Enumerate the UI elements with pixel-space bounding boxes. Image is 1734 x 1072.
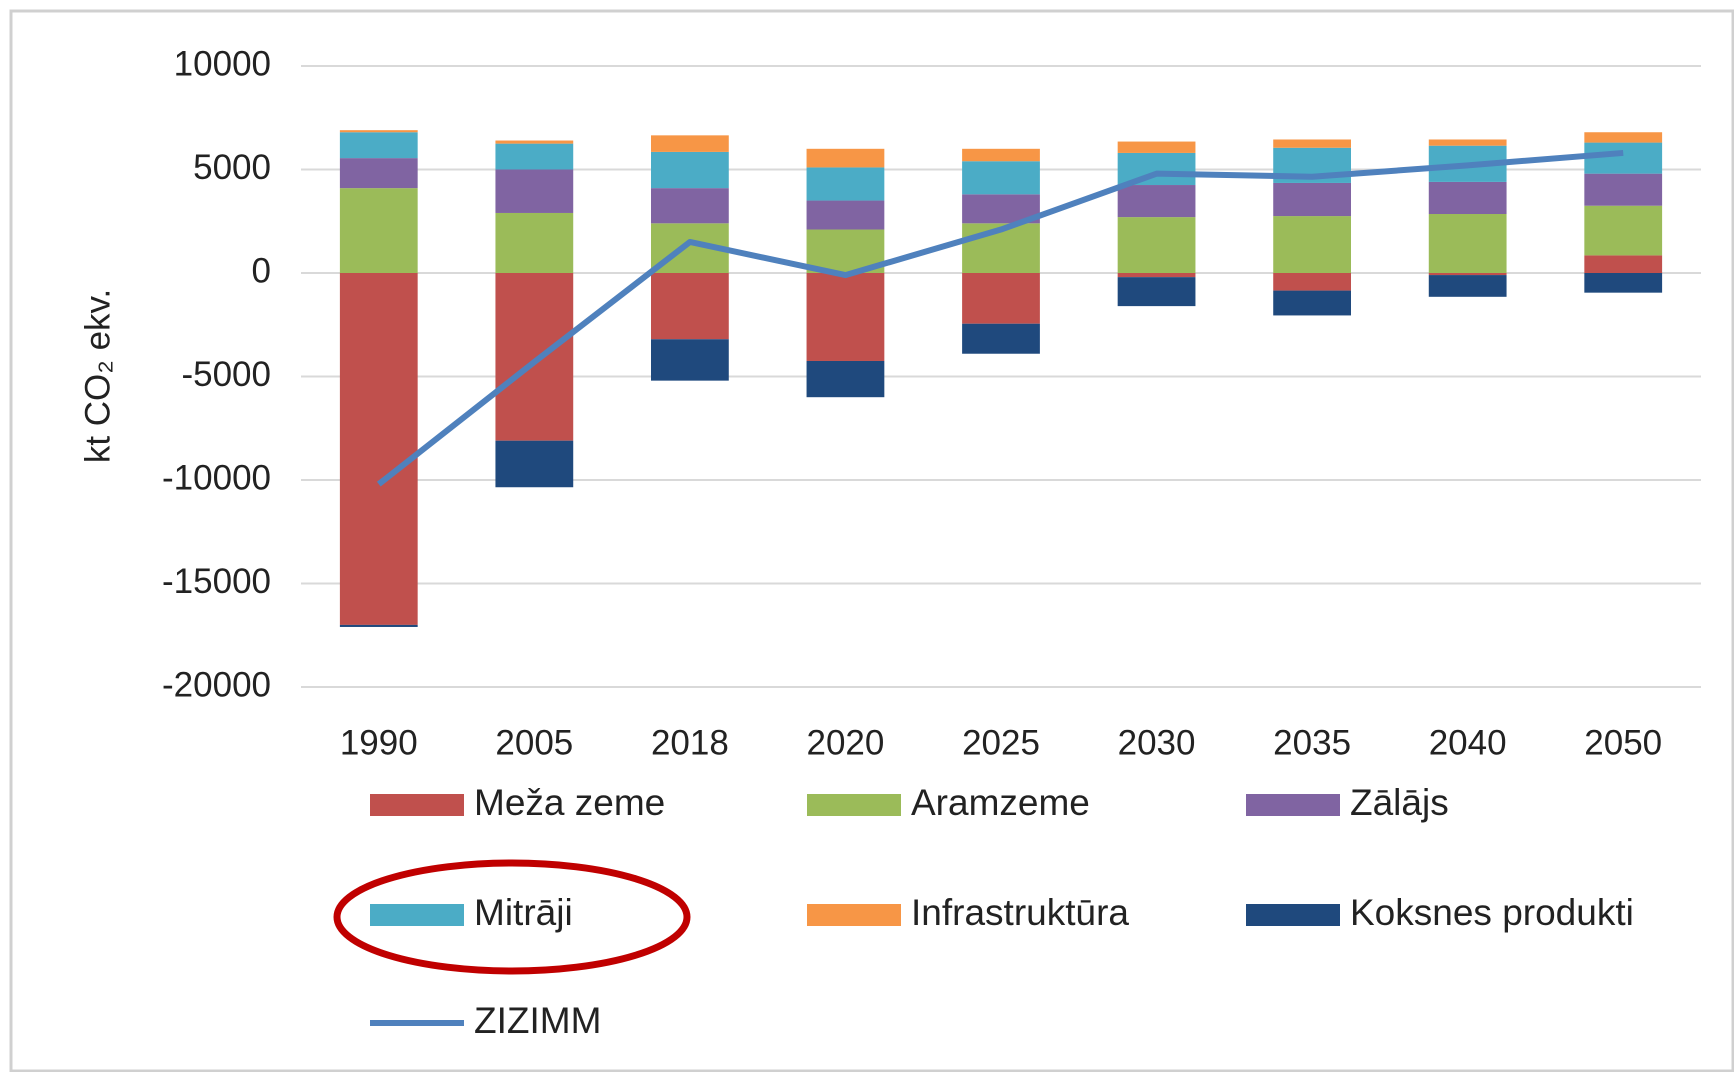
bar-segment — [1584, 255, 1663, 273]
bar-segment — [806, 273, 885, 361]
bar-segment — [651, 339, 729, 381]
bar-segment — [495, 169, 574, 213]
bar-segment — [962, 161, 1040, 195]
x-tick-label: 2040 — [1429, 723, 1507, 762]
x-tick-label: 2050 — [1584, 723, 1662, 762]
bar-segment — [1117, 185, 1196, 218]
bar-segment — [495, 212, 574, 273]
legend-swatch — [807, 904, 901, 926]
bar-segment — [651, 135, 729, 152]
x-tick-label: 2030 — [1118, 723, 1196, 762]
y-tick-label: -10000 — [162, 458, 271, 497]
legend-label: Zālājs — [1350, 782, 1449, 823]
bar-segment — [1428, 181, 1507, 215]
legend-label: Mitrāji — [474, 892, 573, 933]
bar-segment — [1428, 139, 1507, 146]
bar-segment — [1117, 273, 1196, 278]
bar-segment — [1428, 273, 1507, 276]
bar-segment — [651, 273, 729, 340]
legend-swatch — [370, 794, 464, 816]
bar-segment — [651, 188, 729, 224]
bar-segment — [339, 130, 418, 133]
bar-segment — [806, 167, 885, 201]
bar-segment — [1273, 139, 1351, 148]
bar-segment — [339, 158, 418, 189]
bar-segment — [1584, 142, 1663, 174]
x-tick-label: 2035 — [1273, 723, 1351, 762]
bar-segment — [339, 188, 418, 273]
bar-segment — [495, 140, 574, 144]
legend-label: Meža zeme — [474, 782, 665, 823]
bar-segment — [339, 273, 418, 625]
bar-segment — [1117, 141, 1196, 153]
bar-segment — [962, 148, 1040, 162]
legend-label: Infrastruktūra — [911, 892, 1129, 933]
bar-segment — [495, 143, 574, 170]
bar-segment — [1117, 217, 1196, 273]
bar-segment — [1273, 182, 1351, 217]
bar-segment — [806, 148, 885, 168]
bar-segment — [1428, 275, 1507, 297]
bar-segment — [339, 132, 418, 159]
y-axis-label: kt CO₂ ekv. — [78, 289, 117, 463]
legend-swatch — [807, 794, 901, 816]
bar-segment — [1428, 214, 1507, 273]
bar-segment — [1273, 273, 1351, 291]
x-tick-label: 1990 — [340, 723, 418, 762]
y-tick-label: 0 — [252, 251, 271, 290]
bar-segment — [806, 200, 885, 230]
y-tick-label: 10000 — [174, 44, 271, 83]
legend-swatch — [1246, 794, 1340, 816]
highlight-ellipse — [333, 859, 691, 975]
legend-label: Aramzeme — [911, 782, 1090, 823]
x-tick-label: 2020 — [807, 723, 885, 762]
bar-segment — [1584, 273, 1663, 293]
x-tick-label: 2025 — [962, 723, 1040, 762]
bar-segment — [1117, 152, 1196, 186]
bar-segment — [495, 440, 574, 488]
bar-segment — [1273, 290, 1351, 316]
bar-segment — [339, 624, 418, 627]
legend-swatch — [1246, 904, 1340, 926]
legend-label: ZIZIMM — [474, 1000, 601, 1041]
bar-segment — [1117, 277, 1196, 307]
bar-segment — [651, 151, 729, 189]
bar-segment — [1584, 173, 1663, 206]
x-tick-label: 2018 — [651, 723, 729, 762]
legend-label: Koksnes produkti — [1350, 892, 1634, 933]
bar-segment — [962, 323, 1040, 354]
bar-segment — [1273, 216, 1351, 273]
y-tick-label: -15000 — [162, 562, 271, 601]
bar-segment — [1584, 132, 1663, 143]
y-tick-label: -20000 — [162, 665, 271, 704]
bar-segment — [1584, 205, 1663, 256]
x-tick-label: 2005 — [495, 723, 573, 762]
bar-segment — [806, 360, 885, 398]
y-tick-label: -5000 — [181, 355, 271, 394]
y-tick-label: 5000 — [193, 148, 271, 187]
line — [376, 149, 1624, 487]
bar-segment — [962, 273, 1040, 324]
bar-segment — [495, 273, 574, 441]
legend-swatch — [370, 904, 464, 926]
